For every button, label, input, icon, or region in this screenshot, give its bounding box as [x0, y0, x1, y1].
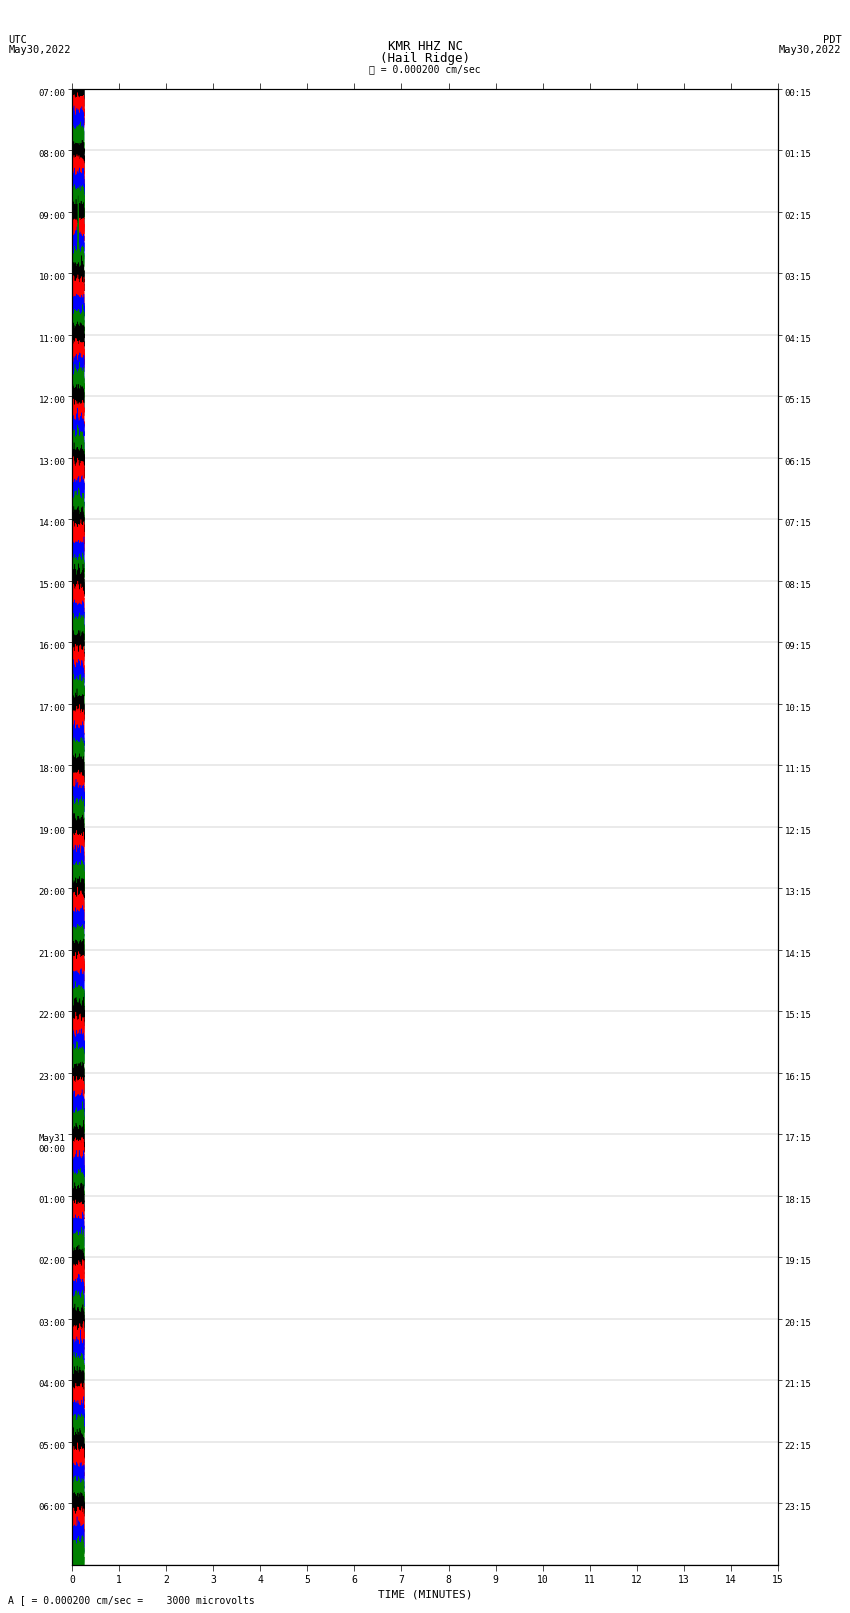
Text: May30,2022: May30,2022 [779, 45, 842, 55]
Text: KMR HHZ NC: KMR HHZ NC [388, 40, 462, 53]
Text: PDT: PDT [823, 35, 842, 45]
Text: May30,2022: May30,2022 [8, 45, 71, 55]
Text: UTC: UTC [8, 35, 27, 45]
X-axis label: TIME (MINUTES): TIME (MINUTES) [377, 1589, 473, 1598]
Text: A [ = 0.000200 cm/sec =    3000 microvolts: A [ = 0.000200 cm/sec = 3000 microvolts [8, 1595, 255, 1605]
Text: ⎹ = 0.000200 cm/sec: ⎹ = 0.000200 cm/sec [369, 65, 481, 74]
Text: (Hail Ridge): (Hail Ridge) [380, 52, 470, 65]
